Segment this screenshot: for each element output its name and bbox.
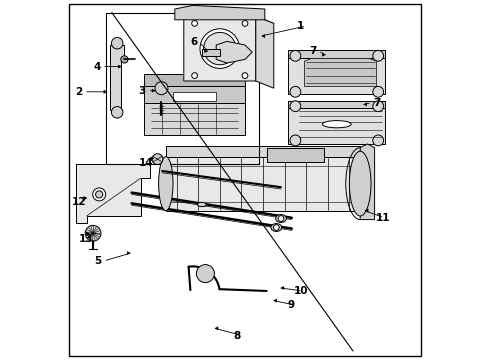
Circle shape xyxy=(373,50,384,61)
Polygon shape xyxy=(166,157,360,211)
Circle shape xyxy=(111,107,123,118)
Circle shape xyxy=(192,73,197,78)
Polygon shape xyxy=(110,45,124,110)
Polygon shape xyxy=(267,148,324,162)
Polygon shape xyxy=(144,103,245,135)
Ellipse shape xyxy=(159,157,173,211)
Text: 3: 3 xyxy=(139,86,146,96)
Text: 5: 5 xyxy=(95,256,102,266)
Ellipse shape xyxy=(322,121,351,128)
Polygon shape xyxy=(76,164,149,223)
Circle shape xyxy=(155,82,168,95)
Text: 7: 7 xyxy=(374,98,381,108)
Text: 12: 12 xyxy=(72,197,87,207)
Circle shape xyxy=(192,21,197,26)
Ellipse shape xyxy=(197,202,206,207)
Circle shape xyxy=(111,37,123,49)
Circle shape xyxy=(204,32,236,65)
Text: 9: 9 xyxy=(288,300,294,310)
Ellipse shape xyxy=(349,151,371,216)
Circle shape xyxy=(273,225,279,230)
Ellipse shape xyxy=(275,215,286,222)
Circle shape xyxy=(96,191,103,198)
Bar xyxy=(173,92,216,101)
Text: 14: 14 xyxy=(139,158,153,168)
Text: 2: 2 xyxy=(75,87,82,97)
Circle shape xyxy=(152,154,163,165)
Polygon shape xyxy=(184,13,256,81)
Polygon shape xyxy=(166,146,360,157)
Text: 1: 1 xyxy=(297,21,304,31)
Polygon shape xyxy=(288,108,386,144)
Ellipse shape xyxy=(271,224,282,231)
Polygon shape xyxy=(216,41,252,63)
Text: 13: 13 xyxy=(79,234,93,244)
Circle shape xyxy=(242,73,248,78)
Text: 4: 4 xyxy=(93,62,100,72)
Polygon shape xyxy=(256,16,274,88)
Polygon shape xyxy=(144,74,245,86)
Circle shape xyxy=(200,29,240,68)
Polygon shape xyxy=(202,49,220,56)
Circle shape xyxy=(290,135,301,146)
Circle shape xyxy=(290,50,301,61)
Circle shape xyxy=(85,225,101,241)
Circle shape xyxy=(278,216,284,221)
Circle shape xyxy=(373,135,384,146)
Polygon shape xyxy=(175,5,265,20)
Text: 8: 8 xyxy=(233,330,241,341)
Polygon shape xyxy=(304,58,376,86)
Text: 6: 6 xyxy=(190,37,197,48)
Circle shape xyxy=(290,101,301,112)
Circle shape xyxy=(93,188,106,201)
Text: 10: 10 xyxy=(294,286,308,296)
Circle shape xyxy=(196,265,215,283)
Circle shape xyxy=(242,21,248,26)
Polygon shape xyxy=(288,50,386,58)
Polygon shape xyxy=(360,144,374,220)
Circle shape xyxy=(290,86,301,97)
Polygon shape xyxy=(288,58,386,94)
Polygon shape xyxy=(144,86,245,103)
Text: 7: 7 xyxy=(309,46,317,56)
Circle shape xyxy=(121,56,128,63)
Circle shape xyxy=(373,86,384,97)
Polygon shape xyxy=(288,101,386,108)
Circle shape xyxy=(373,101,384,112)
Text: 11: 11 xyxy=(375,213,390,223)
